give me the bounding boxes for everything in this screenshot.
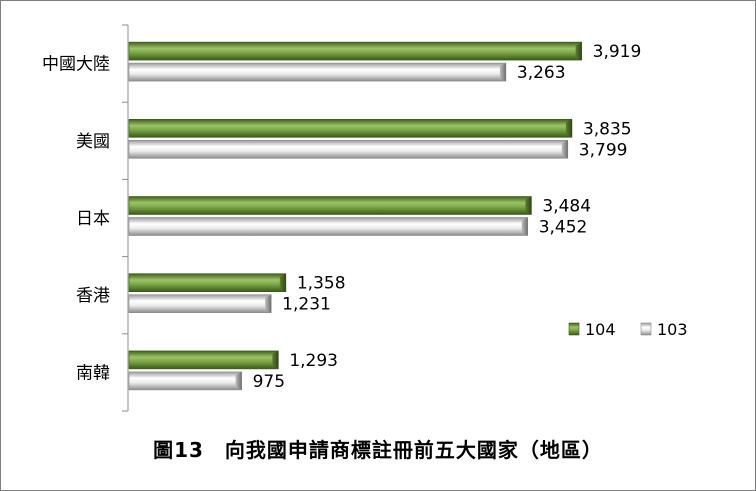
data-label: 975 <box>253 372 285 392</box>
bar-end-103 <box>499 63 506 82</box>
bar-103 <box>128 62 507 82</box>
bar-104 <box>128 196 532 215</box>
data-label: 3,452 <box>539 218 588 238</box>
data-label: 3,835 <box>583 119 632 139</box>
data-label: 3,484 <box>542 197 591 217</box>
bar-end-103 <box>265 294 272 313</box>
bar-104 <box>128 273 287 293</box>
category-label: 美國 <box>76 132 110 152</box>
bar-103 <box>128 371 242 391</box>
bar-end-103 <box>521 217 528 236</box>
category-label: 中國大陸 <box>42 55 110 75</box>
category-axis <box>122 24 129 412</box>
category-label: 南韓 <box>76 363 110 383</box>
chart-title: 圖13 向我國申請商標註冊前五大國家（地區） <box>153 438 603 462</box>
data-label: 3,799 <box>579 140 628 160</box>
bar-103 <box>128 294 272 314</box>
data-label: 3,263 <box>517 63 566 83</box>
data-label: 1,293 <box>289 351 338 371</box>
data-label: 3,919 <box>593 42 642 62</box>
bar-end-104 <box>272 350 279 369</box>
legend-label: 104 <box>585 320 616 339</box>
legend: 104 103 <box>568 320 688 339</box>
category-label: 香港 <box>76 286 110 306</box>
legend-swatch-104 <box>568 322 580 336</box>
legend-swatch-103 <box>640 322 652 336</box>
bar-end-104 <box>565 119 572 138</box>
bar-104 <box>128 350 279 370</box>
bar-103 <box>128 140 569 159</box>
bar-end-104 <box>575 42 582 61</box>
bar-104 <box>128 119 573 138</box>
data-label: 1,231 <box>282 295 331 315</box>
data-label: 1,358 <box>297 274 346 294</box>
legend-label: 103 <box>657 320 688 339</box>
category-label: 日本 <box>76 209 110 229</box>
bar-103 <box>128 217 529 236</box>
bars <box>128 41 582 391</box>
bar-end-104 <box>279 273 286 292</box>
bar-104 <box>128 41 582 61</box>
bar-end-104 <box>525 196 532 215</box>
bar-end-103 <box>561 140 568 159</box>
bar-end-103 <box>235 371 242 390</box>
